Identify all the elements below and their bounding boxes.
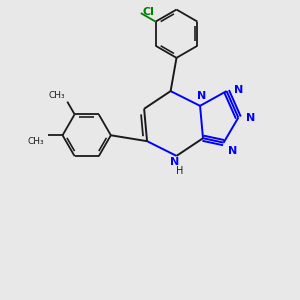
Text: CH₃: CH₃	[28, 137, 44, 146]
Text: H: H	[176, 166, 184, 176]
Text: N: N	[170, 158, 180, 167]
Text: CH₃: CH₃	[48, 91, 65, 100]
Text: N: N	[228, 146, 237, 156]
Text: N: N	[197, 92, 207, 101]
Text: N: N	[246, 112, 255, 123]
Text: N: N	[234, 85, 243, 94]
Text: Cl: Cl	[142, 7, 154, 16]
